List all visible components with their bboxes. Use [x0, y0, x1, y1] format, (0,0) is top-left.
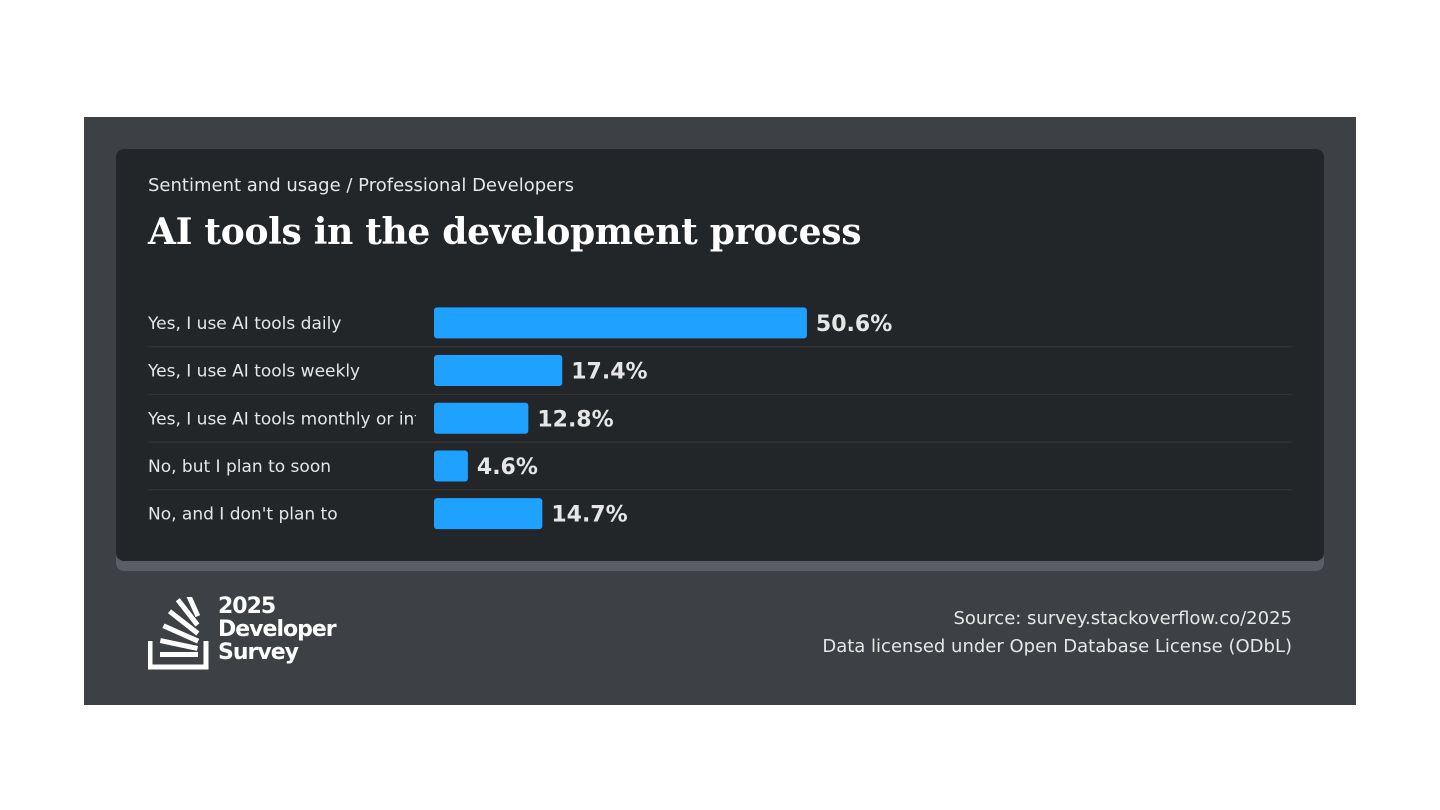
value-label: 50.6%: [816, 312, 892, 337]
bar: [434, 498, 543, 530]
chart-subtitle: Sentiment and usage / Professional Devel…: [148, 175, 575, 196]
logo-year: 2025: [218, 594, 276, 619]
logo-text: 2025 Developer Survey: [218, 594, 337, 665]
bar: [434, 355, 563, 387]
source-text: Source: survey.stackoverflow.co/2025: [953, 608, 1292, 629]
category-label: Yes, I use AI tools weekly: [147, 362, 360, 382]
value-label: 17.4%: [571, 360, 647, 385]
chart-card: Sentiment and usage / Professional Devel…: [116, 149, 1324, 561]
bar: [434, 307, 807, 339]
bar: [434, 450, 468, 482]
bar: [434, 402, 529, 434]
logo-line1: Developer: [218, 617, 337, 642]
survey-frame: Sentiment and usage / Professional Devel…: [84, 117, 1356, 705]
stack-overflow-icon: [148, 597, 209, 670]
logo-line2: Survey: [218, 640, 299, 665]
bar-chart: Yes, I use AI tools daily 50.6% Yes, I use…: [147, 307, 1292, 530]
value-label: 12.8%: [537, 407, 613, 432]
value-label: 4.6%: [477, 455, 538, 480]
category-label: No, and I don't plan to: [148, 505, 338, 525]
chart-title: AI tools in the development process: [148, 211, 862, 253]
category-label: Yes, I use AI tools monthly or infrequen…: [147, 409, 502, 429]
category-label: No, but I plan to soon: [148, 457, 331, 477]
value-label: 14.7%: [551, 503, 627, 528]
footer-credits: Source: survey.stackoverflow.co/2025 Dat…: [822, 605, 1292, 661]
license-text: Data licensed under Open Database Licens…: [822, 636, 1292, 657]
category-label: Yes, I use AI tools daily: [147, 314, 341, 334]
developer-survey-logo: 2025 Developer Survey: [148, 595, 348, 675]
